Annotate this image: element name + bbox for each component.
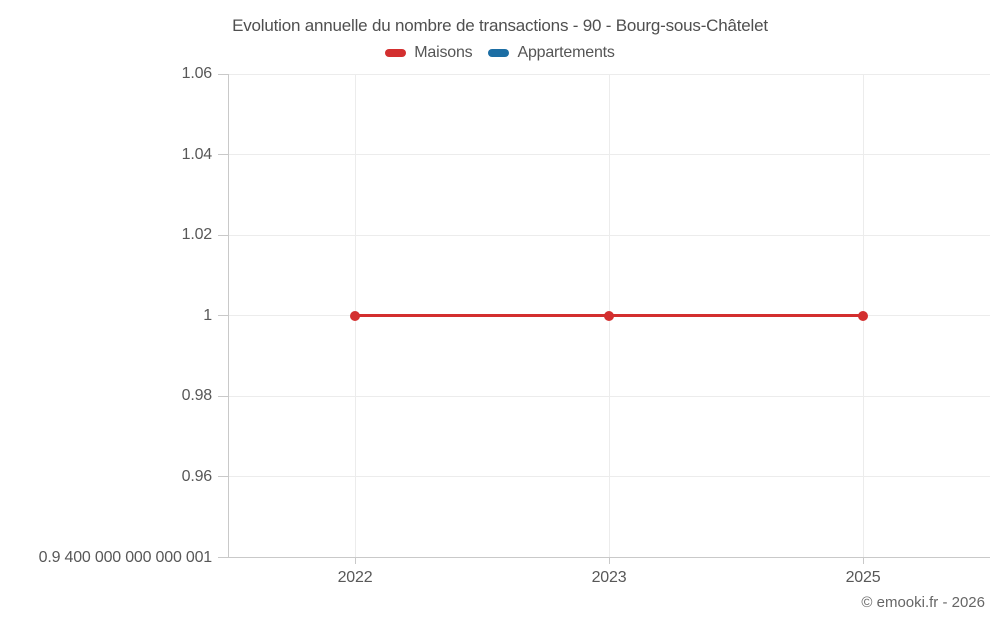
y-tick [218, 557, 228, 558]
x-axis-label: 2023 [591, 568, 627, 586]
x-tick [862, 557, 864, 564]
y-axis-label: 0.9 400 000 000 000 001 [38, 548, 213, 566]
chart-title: Evolution annuelle du nombre de transact… [232, 16, 768, 35]
y-axis-line [227, 74, 229, 558]
series-line-maisons [355, 314, 609, 318]
y-tick [218, 234, 228, 236]
data-point-maisons[interactable] [350, 310, 360, 321]
legend-item-appartements[interactable]: Appartements [488, 44, 615, 62]
legend-label-maisons: Maisons [414, 44, 473, 61]
x-axis-label: 2022 [337, 568, 373, 586]
y-axis-label: 0.98 [181, 387, 213, 405]
y-axis-label: 1 [203, 306, 212, 324]
y-tick [218, 154, 228, 156]
y-axis-label: 1.06 [181, 65, 213, 82]
y-tick [218, 315, 228, 317]
y-tick [218, 476, 228, 478]
maisons-swatch-icon [385, 49, 407, 57]
y-tick [218, 73, 228, 75]
data-point-maisons[interactable] [858, 310, 868, 321]
x-tick [354, 557, 356, 564]
y-axis-label: 1.04 [181, 145, 213, 163]
series-line-maisons [609, 314, 863, 318]
legend-item-maisons[interactable]: Maisons [385, 44, 473, 62]
legend: Maisons Appartements [0, 44, 1000, 62]
y-tick [218, 395, 228, 397]
data-point-maisons[interactable] [604, 310, 614, 321]
y-axis-label: 1.02 [181, 226, 213, 244]
y-axis-label: 0.96 [181, 467, 213, 485]
x-tick [608, 557, 610, 564]
x-axis-line [228, 557, 990, 558]
credit: © emooki.fr - 2026 [861, 594, 985, 611]
appartements-swatch-icon [488, 49, 510, 57]
x-axis-label: 2025 [845, 568, 881, 586]
legend-label-appartements: Appartements [517, 44, 615, 61]
